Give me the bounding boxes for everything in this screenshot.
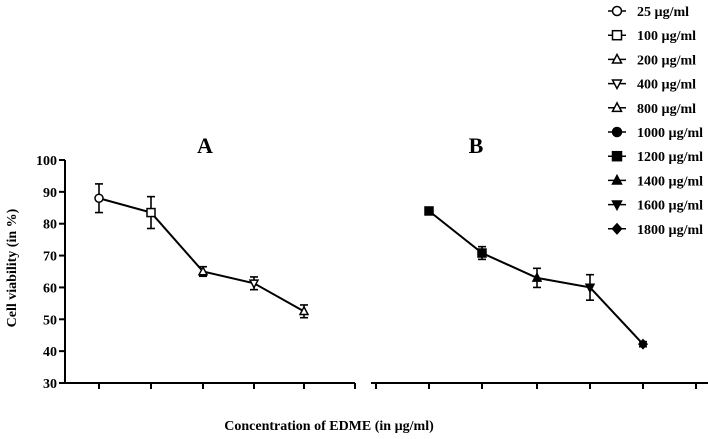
y-tick-label: 80 xyxy=(43,218,57,233)
legend-label: 800 µg/ml xyxy=(637,102,696,117)
series-b xyxy=(424,206,649,350)
legend-marker xyxy=(611,126,623,138)
y-tick-label: 50 xyxy=(43,313,57,328)
data-point xyxy=(146,207,156,218)
panel-title-a: A xyxy=(197,133,213,158)
panel-title-b: B xyxy=(469,133,484,158)
legend-item: 1600 µg/ml xyxy=(608,199,703,214)
legend-label: 100 µg/ml xyxy=(637,29,696,44)
y-tick-label: 70 xyxy=(43,250,57,265)
legend: 25 µg/ml 100 µg/ml 200 µg/ml 400 µg/ml 800 µ… xyxy=(608,5,703,238)
data-point xyxy=(477,248,487,258)
data-point xyxy=(94,193,104,203)
legend-marker xyxy=(611,29,623,41)
y-tick-label: 40 xyxy=(43,345,57,360)
legend-label: 1600 µg/ml xyxy=(637,199,703,214)
legend-marker xyxy=(611,101,623,113)
series xyxy=(94,183,649,350)
data-point xyxy=(584,283,596,294)
data-point xyxy=(248,279,260,290)
y-tick-label: 30 xyxy=(43,377,57,392)
axes: 30 40 50 60 70 80 90 100 xyxy=(36,154,708,392)
y-tick-label: 60 xyxy=(43,281,57,296)
legend-marker xyxy=(611,200,623,212)
x-axis-label: Concentration of EDME (in µg/ml) xyxy=(224,419,434,434)
series-line-a xyxy=(98,197,305,313)
legend-item: 1000 µg/ml xyxy=(608,126,703,141)
legend-item: 1200 µg/ml xyxy=(608,150,703,165)
legend-label: 1800 µg/ml xyxy=(637,223,703,238)
legend-item: 25 µg/ml xyxy=(608,5,689,20)
legend-item: 800 µg/ml xyxy=(608,101,696,117)
legend-marker xyxy=(611,52,623,64)
legend-label: 1200 µg/ml xyxy=(637,150,703,165)
legend-marker xyxy=(611,5,623,17)
legend-label: 1400 µg/ml xyxy=(637,174,703,189)
data-point xyxy=(637,338,649,350)
legend-label: 200 µg/ml xyxy=(637,53,696,68)
legend-marker xyxy=(611,173,623,185)
legend-label: 1000 µg/ml xyxy=(637,126,703,141)
legend-item: 1400 µg/ml xyxy=(608,173,703,189)
legend-item: 400 µg/ml xyxy=(608,78,696,93)
y-tick-label: 90 xyxy=(43,186,57,201)
data-point xyxy=(197,265,209,276)
legend-item: 100 µg/ml xyxy=(608,29,696,44)
legend-label: 400 µg/ml xyxy=(637,78,696,93)
data-point xyxy=(424,206,434,216)
legend-label: 25 µg/ml xyxy=(637,5,689,20)
data-point xyxy=(531,271,543,282)
legend-item: 1800 µg/ml xyxy=(608,222,703,238)
series-a xyxy=(94,183,310,319)
legend-marker xyxy=(611,222,623,235)
y-tick-label: 100 xyxy=(36,154,57,169)
data-point xyxy=(298,305,310,316)
legend-item: 200 µg/ml xyxy=(608,52,696,68)
legend-marker xyxy=(611,79,623,91)
y-axis-label: Cell viability (in %) xyxy=(5,208,20,327)
legend-marker xyxy=(611,150,623,162)
